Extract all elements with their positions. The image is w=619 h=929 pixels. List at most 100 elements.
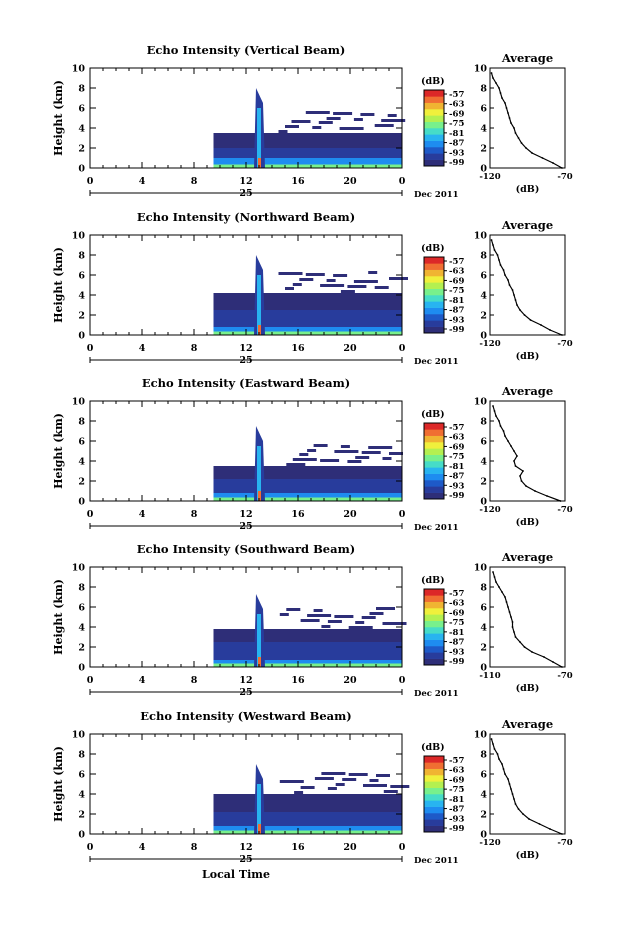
profile-point <box>561 167 563 169</box>
profile-point <box>505 601 508 603</box>
profile-title: Average <box>501 550 553 564</box>
echo-patch <box>361 616 376 619</box>
ytick-label: 0 <box>78 164 85 175</box>
profile-point <box>501 591 503 593</box>
day-label: 25 <box>239 854 252 865</box>
colorbar-swatch <box>424 614 444 621</box>
echo-patch <box>320 459 340 462</box>
profile-point <box>498 420 500 422</box>
xtick-label: 8 <box>191 343 198 354</box>
colorbar-tick-label: -93 <box>449 148 464 158</box>
profile-point <box>507 112 509 114</box>
xtick-label: 12 <box>239 675 252 686</box>
profile-point <box>504 435 506 437</box>
colorbar-frame <box>423 256 445 334</box>
profile-point <box>493 410 496 412</box>
colorbar-swatch <box>424 115 444 122</box>
colorbar-swatch <box>424 819 444 826</box>
profile-point <box>496 753 499 755</box>
echo-patch <box>333 112 353 115</box>
echo-patch <box>286 608 301 611</box>
profile-point <box>529 319 532 321</box>
profile-ytick-label: 8 <box>480 417 487 428</box>
echo-patch <box>291 120 311 123</box>
colorbar-swatch <box>424 781 444 788</box>
echo-patch <box>348 773 368 776</box>
colorbar-tick-label: -75 <box>449 618 464 628</box>
panel-0: Echo Intensity (Vertical Beam) 0 2 4 6 8 10 Hei… <box>52 43 573 200</box>
profile-point <box>540 324 542 326</box>
colorbar-swatch <box>424 140 444 148</box>
colorbar-swatch <box>424 454 444 462</box>
echo-patch <box>368 271 378 274</box>
profile-point <box>492 405 494 407</box>
profile-line <box>490 72 563 169</box>
ytick-label: 8 <box>78 417 85 428</box>
profile-frame <box>489 67 566 169</box>
xtick-label: 4 <box>139 675 146 686</box>
colorbar-tick-label: -81 <box>449 628 464 638</box>
colorbar-swatch <box>424 595 444 602</box>
profile-ytick-label: 0 <box>480 497 487 508</box>
profile-ytick-label: 2 <box>480 810 487 821</box>
heatmap-field <box>213 594 407 667</box>
echo-patch <box>327 787 337 790</box>
ytick-label: 6 <box>78 271 85 282</box>
y-axis-label: Height (km) <box>52 247 65 323</box>
echo-layer-surface <box>213 497 402 501</box>
colorbar-tick-label: -69 <box>449 442 464 452</box>
heatmap-field <box>213 426 403 501</box>
profile-point <box>561 666 563 668</box>
colorbar-unit: (dB) <box>421 409 445 420</box>
profile-line <box>490 239 563 336</box>
profile-ytick-label: 8 <box>480 251 487 262</box>
profile-point <box>513 460 515 462</box>
profile-point <box>516 304 518 306</box>
colorbar-swatch <box>424 768 444 776</box>
profile-point <box>490 239 493 241</box>
profile-ytick-label: 8 <box>480 84 487 95</box>
ytick-label: 4 <box>78 291 85 302</box>
colorbar-swatch <box>424 473 444 481</box>
profile-point <box>546 495 548 497</box>
echo-patch <box>279 780 304 783</box>
profile-ytick-label: 10 <box>474 397 488 408</box>
profile-point <box>513 450 515 452</box>
xtick-label: 0 <box>399 509 406 520</box>
profile-point <box>534 490 536 492</box>
profile-point <box>525 147 527 149</box>
profile-point <box>504 102 506 104</box>
colorbar-swatch <box>424 442 444 449</box>
profile-point <box>511 289 514 291</box>
echo-patch <box>334 450 359 453</box>
profile-line <box>490 738 563 835</box>
profile-point <box>519 641 521 643</box>
profile-point <box>543 656 545 658</box>
xtick-label: 8 <box>191 509 198 520</box>
colorbar-swatch <box>424 159 444 167</box>
echo-patch <box>279 613 289 616</box>
colorbar-swatch <box>424 627 444 634</box>
profile-point <box>513 798 515 800</box>
profile-point <box>490 738 493 740</box>
echo-patch <box>305 273 325 276</box>
colorbar-swatch <box>424 787 444 795</box>
xtick-label: 16 <box>291 176 305 187</box>
xtick-label: 0 <box>87 176 94 187</box>
echo-patch <box>353 280 378 283</box>
echo-patch <box>376 774 390 777</box>
colorbar-swatch <box>424 639 444 647</box>
colorbar-swatch <box>424 435 444 443</box>
echo-patch <box>353 118 363 121</box>
colorbar-tick-label: -69 <box>449 775 464 785</box>
colorbar-swatch <box>424 646 444 653</box>
colorbar-swatch <box>424 423 444 430</box>
ytick-label: 8 <box>78 251 85 262</box>
profile-ytick-label: 0 <box>480 663 487 674</box>
profile-xtick-right: -70 <box>557 505 572 515</box>
profile-point <box>502 430 505 432</box>
profile-point <box>502 768 505 770</box>
colorbar-frame <box>423 755 445 833</box>
profile-point <box>561 334 563 336</box>
ytick-label: 10 <box>72 231 86 242</box>
